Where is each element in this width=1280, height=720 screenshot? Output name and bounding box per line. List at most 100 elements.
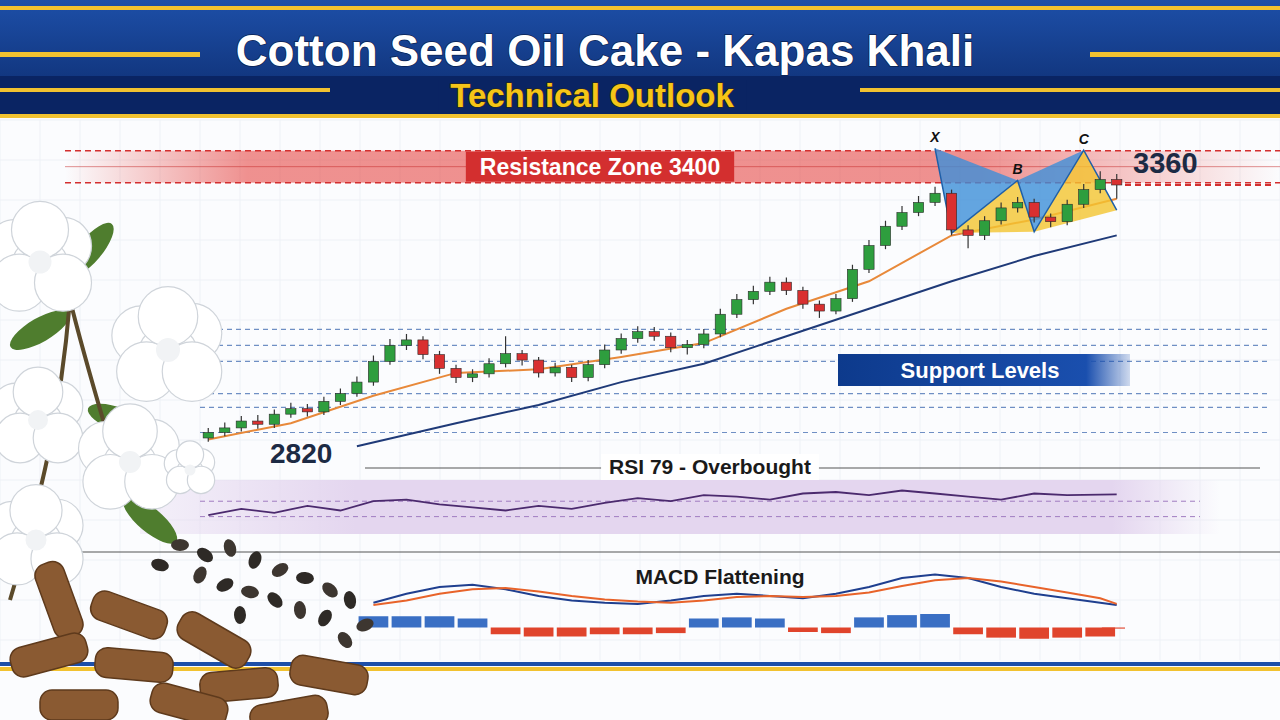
background-line xyxy=(1160,120,1161,660)
macd-title: MACD Flattening xyxy=(635,565,804,588)
title: Cotton Seed Oil Cake - Kapas Khali xyxy=(236,26,974,75)
candle-body xyxy=(897,213,907,227)
resistance-label-backing xyxy=(466,152,734,182)
macd-histogram-bar xyxy=(887,615,917,627)
background-line xyxy=(440,120,441,660)
rsi-title-backing xyxy=(601,454,819,480)
macd-histogram-bar xyxy=(689,619,719,628)
pattern-outline xyxy=(935,148,1117,233)
candle-wick xyxy=(1116,174,1117,199)
last-price-label: 3360 xyxy=(1133,147,1198,179)
candle-body xyxy=(600,350,610,365)
macd-histogram-bar xyxy=(458,619,488,628)
background-line xyxy=(0,560,1280,561)
candle-body xyxy=(781,282,791,290)
background-line xyxy=(120,120,121,660)
candle-body xyxy=(567,367,577,377)
candle-body xyxy=(1046,217,1056,222)
candle-body xyxy=(765,282,775,291)
seed xyxy=(315,607,335,629)
seed xyxy=(191,564,210,585)
candle-body xyxy=(930,193,940,202)
seed xyxy=(194,545,216,565)
cotton-puff xyxy=(11,201,68,258)
candle-body xyxy=(963,230,973,236)
support-line xyxy=(200,407,1270,408)
macd-histogram-bar xyxy=(920,614,950,628)
candle-body xyxy=(319,401,329,412)
seed xyxy=(240,585,260,600)
rsi-level xyxy=(200,501,1200,502)
candle-body xyxy=(732,300,742,315)
background-line xyxy=(600,120,601,660)
seed xyxy=(222,538,238,559)
candle-body xyxy=(583,365,593,378)
macd-histogram-bar xyxy=(1102,628,1125,629)
header-stripe xyxy=(0,52,200,57)
seed xyxy=(335,629,356,651)
pellet xyxy=(173,608,256,673)
pellet xyxy=(94,647,174,684)
background-line xyxy=(0,240,1280,241)
background-line xyxy=(80,120,81,660)
background-line xyxy=(1240,120,1241,660)
background-line xyxy=(0,280,1280,281)
macd-histogram-bar xyxy=(524,628,554,637)
support-lines xyxy=(200,329,1270,432)
candle-body xyxy=(913,202,923,212)
decoration xyxy=(0,201,376,720)
candle-body xyxy=(385,345,395,361)
candle-body xyxy=(550,367,560,373)
candle-body xyxy=(1062,204,1072,221)
background-line xyxy=(560,120,561,660)
panel-separator xyxy=(0,551,1280,552)
header-stripe xyxy=(0,6,1280,10)
candle-body xyxy=(633,332,643,339)
pattern-label: B xyxy=(1013,161,1023,177)
footer-stripe xyxy=(0,667,1280,671)
support-label: Support Levels xyxy=(901,358,1060,383)
macd-histogram-bar xyxy=(1085,628,1115,637)
seed xyxy=(342,590,357,610)
seed xyxy=(319,580,340,601)
header-band xyxy=(0,0,1280,118)
macd-histogram-bar xyxy=(953,628,983,635)
seed xyxy=(171,539,189,551)
candle-body xyxy=(946,193,956,230)
cotton-puff xyxy=(138,287,198,347)
rsi-plot xyxy=(208,491,1116,516)
candle-body xyxy=(880,226,890,245)
macd-histogram-bar xyxy=(491,628,521,635)
candle-body xyxy=(368,361,378,382)
rsi-title: RSI 79 - Overbought xyxy=(609,455,811,478)
header-stripe xyxy=(0,88,330,92)
pattern-label: X xyxy=(929,129,941,145)
seed xyxy=(150,557,170,573)
candle-body xyxy=(286,409,296,415)
candle-body xyxy=(715,314,725,334)
macd-histogram-bar xyxy=(425,616,455,627)
candle-body xyxy=(798,290,808,304)
candle-body xyxy=(1095,180,1105,190)
macd-histogram-bar xyxy=(392,616,422,627)
resistance-label: Resistance Zone 3400 xyxy=(480,154,720,180)
candle-body xyxy=(500,354,510,364)
moving-average xyxy=(357,235,1117,446)
macd-histogram-bar xyxy=(755,619,785,628)
candle-body xyxy=(649,332,659,337)
candle-body xyxy=(748,291,758,299)
background-line xyxy=(1200,120,1201,660)
candle-body xyxy=(220,428,230,433)
rsi-level xyxy=(200,516,1200,517)
cotton-puff xyxy=(13,367,63,417)
candle-body xyxy=(484,364,494,374)
background-line xyxy=(880,120,881,660)
candle-body xyxy=(451,368,461,377)
candle-body xyxy=(616,339,626,350)
candle-body xyxy=(699,334,709,345)
pellet xyxy=(87,588,171,643)
pellet xyxy=(40,690,118,720)
candle-body xyxy=(847,269,857,298)
cotton-puff xyxy=(29,251,52,274)
chart-root: Cotton Seed Oil Cake - Kapas KhaliTechni… xyxy=(0,0,1280,720)
